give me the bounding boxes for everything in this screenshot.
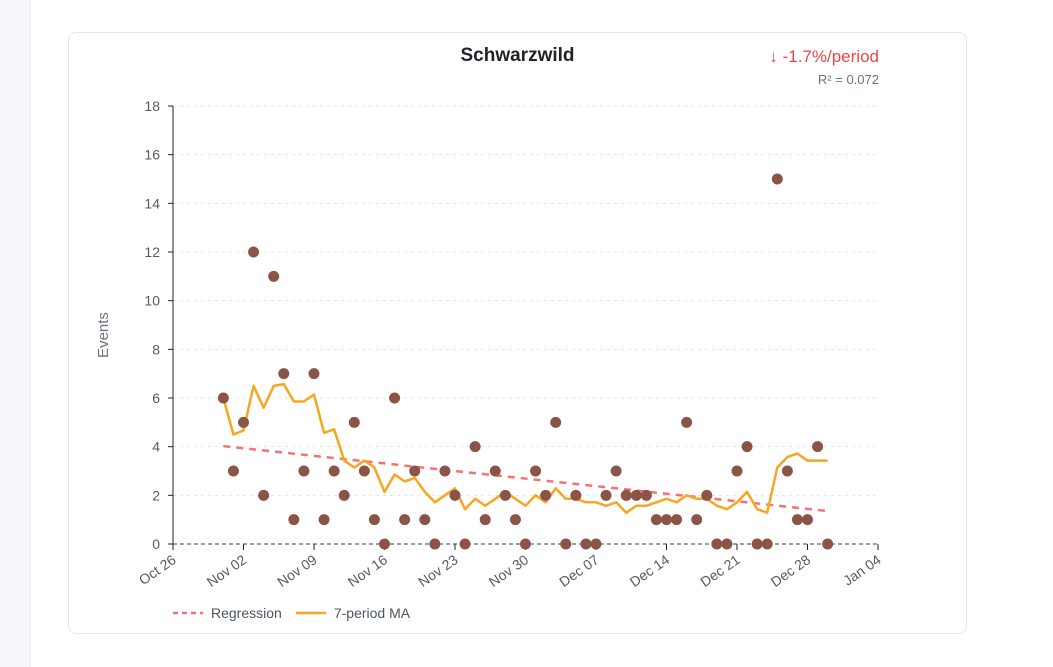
trend-badge: ↓ -1.7%/period — [769, 47, 879, 66]
data-point — [409, 465, 421, 477]
legend-regression[interactable]: Regression — [173, 605, 282, 621]
data-point — [338, 489, 350, 501]
x-tick-label: Nov 23 — [415, 551, 461, 590]
data-point — [630, 489, 642, 501]
data-point — [650, 514, 662, 526]
x-tick-label: Dec 14 — [627, 551, 673, 590]
data-point — [217, 392, 229, 404]
data-point — [258, 489, 270, 501]
data-point — [771, 173, 783, 185]
data-point — [711, 538, 723, 550]
data-point — [590, 538, 602, 550]
legend: Regression 7-period MA — [173, 605, 410, 621]
data-point — [681, 416, 693, 428]
x-tick-label: Dec 21 — [697, 551, 743, 590]
y-tick-label: 16 — [144, 147, 160, 163]
data-point — [479, 514, 491, 526]
data-point — [741, 441, 753, 453]
chart-card: Schwarzwild ↓ -1.7%/period R² = 0.072 Re… — [68, 32, 967, 634]
data-point — [469, 441, 481, 453]
data-point — [560, 538, 572, 550]
data-point — [600, 489, 612, 501]
data-point — [449, 489, 461, 501]
y-tick-label: 8 — [152, 341, 160, 357]
x-tick-label: Jan 04 — [840, 551, 884, 588]
data-point — [509, 514, 521, 526]
data-point — [268, 270, 280, 282]
data-point — [761, 538, 773, 550]
data-point — [550, 416, 562, 428]
data-point — [389, 392, 401, 404]
data-point — [520, 538, 531, 550]
data-point — [671, 514, 683, 526]
x-tick-label: Oct 26 — [136, 551, 179, 588]
data-point — [530, 465, 542, 477]
data-point — [248, 246, 260, 258]
data-point — [731, 465, 743, 477]
data-point — [610, 465, 622, 477]
regression-line — [223, 444, 828, 513]
y-tick-label: 14 — [144, 195, 160, 211]
data-point — [489, 465, 501, 477]
y-tick-label: 2 — [152, 487, 160, 503]
data-point — [298, 465, 310, 477]
dashed-line-icon — [173, 611, 203, 615]
data-point — [358, 465, 370, 477]
data-point — [499, 489, 511, 501]
x-tick-label: Nov 30 — [486, 551, 532, 590]
data-point — [419, 514, 431, 526]
legend-ma[interactable]: 7-period MA — [295, 605, 411, 621]
y-tick-label: 4 — [152, 439, 160, 455]
y-tick-label: 12 — [144, 244, 160, 260]
chart-title: Schwarzwild — [460, 45, 575, 66]
x-tick-label: Dec 07 — [556, 551, 602, 590]
data-point — [429, 538, 441, 550]
data-point — [620, 489, 632, 501]
data-point — [802, 514, 813, 526]
data-point — [540, 489, 552, 501]
x-tick-label: Nov 09 — [274, 551, 320, 590]
data-point — [691, 514, 703, 526]
data-point — [348, 416, 360, 428]
x-tick-label: Nov 02 — [204, 551, 250, 590]
legend-label: 7-period MA — [333, 605, 411, 621]
data-point — [751, 538, 763, 550]
data-point — [580, 538, 592, 550]
data-point — [278, 368, 290, 380]
data-point — [701, 489, 713, 501]
y-tick-label: 18 — [144, 98, 160, 114]
data-point — [822, 538, 834, 550]
y-tick-label: 6 — [152, 390, 160, 406]
data-point — [308, 368, 320, 380]
sidebar-strip — [0, 0, 31, 667]
data-point — [640, 489, 652, 501]
y-tick-label: 0 — [152, 536, 160, 552]
data-point — [721, 538, 733, 550]
data-point — [459, 538, 471, 550]
data-point — [238, 416, 249, 428]
data-point — [288, 514, 300, 526]
moving-average-line — [222, 382, 828, 514]
solid-line-icon — [295, 611, 326, 615]
data-point — [368, 514, 380, 526]
x-tick-label: Nov 16 — [345, 551, 391, 590]
y-tick-label: 10 — [144, 293, 160, 309]
data-point — [379, 538, 390, 550]
r-squared: R² = 0.072 — [817, 72, 879, 87]
data-point — [570, 489, 582, 501]
data-point — [661, 514, 672, 526]
data-point — [399, 514, 411, 526]
data-point — [439, 465, 451, 477]
legend-label: Regression — [211, 605, 282, 621]
y-axis-label: Events — [95, 312, 112, 358]
data-point — [791, 514, 803, 526]
data-point — [328, 465, 340, 477]
data-point — [781, 465, 793, 477]
data-point — [318, 514, 330, 526]
x-tick-label: Dec 28 — [768, 551, 814, 590]
data-point — [812, 441, 824, 453]
data-point — [227, 465, 239, 477]
